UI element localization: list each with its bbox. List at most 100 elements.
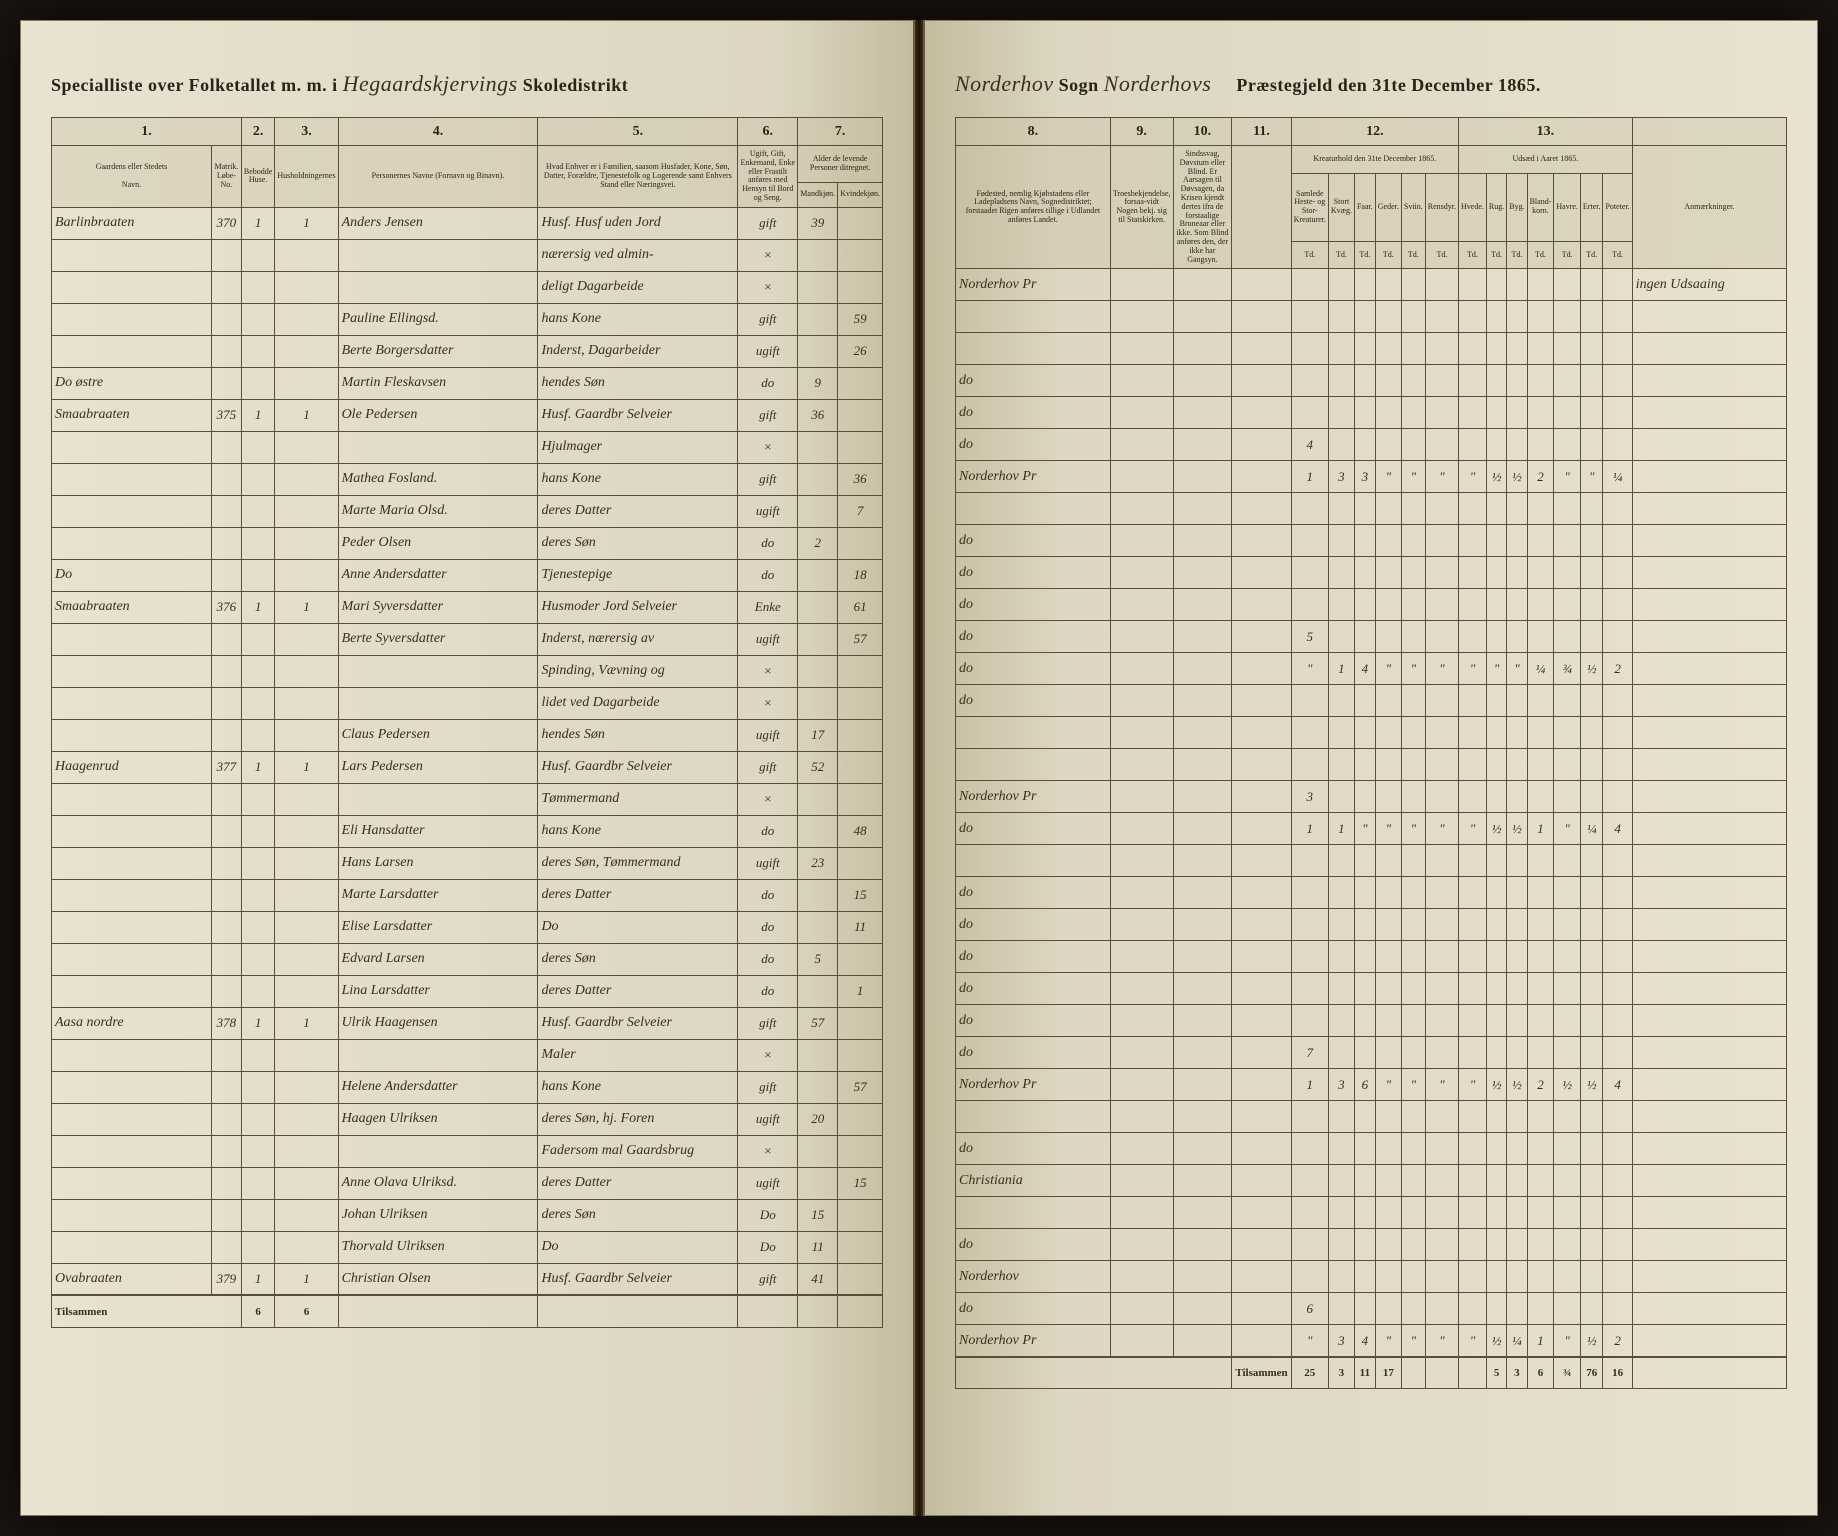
cell-kr	[1401, 749, 1425, 781]
cell-kr	[1291, 1197, 1328, 1229]
sub-alder-k: Kvindekjøn.	[838, 183, 883, 208]
cell-kr	[1328, 429, 1354, 461]
cell-sind	[1173, 269, 1232, 301]
cell-kr	[1328, 333, 1354, 365]
cell-kr	[1401, 845, 1425, 877]
cell-lobe: 370	[211, 207, 241, 239]
cell-fod: do	[956, 653, 1111, 685]
cell-stand: Husf. Gaardbr Selveier	[538, 1007, 738, 1039]
cell-ud	[1507, 1101, 1527, 1133]
cell-kr	[1354, 1005, 1375, 1037]
cell-kr	[1375, 621, 1401, 653]
header-hand-prest: Norderhovs	[1104, 71, 1212, 96]
col-2: 2.	[241, 118, 274, 146]
cell-navn	[52, 1135, 212, 1167]
cell-ud: "	[1459, 461, 1487, 493]
cell-pers: Mari Syversdatter	[338, 591, 538, 623]
cell-fod: do	[956, 525, 1111, 557]
cell-kr	[1425, 333, 1458, 365]
cell-kr	[1375, 973, 1401, 1005]
cell-navn: Barlinbraaten	[52, 207, 212, 239]
cell-ud	[1580, 269, 1603, 301]
cell-kr	[1328, 525, 1354, 557]
cell-ud	[1580, 1293, 1603, 1325]
cell-kr	[1291, 1229, 1328, 1261]
cell-ud	[1527, 269, 1554, 301]
cell-stand: Spinding, Vævning og	[538, 655, 738, 687]
cell-ud	[1527, 589, 1554, 621]
cell-ud	[1459, 333, 1487, 365]
cell-kr	[1328, 493, 1354, 525]
cell-kr	[1328, 1037, 1354, 1069]
cell-stand: hans Kone	[538, 463, 738, 495]
cell-hush	[275, 1071, 338, 1103]
cell-ud	[1486, 493, 1506, 525]
cell-anm	[1632, 749, 1786, 781]
cell-kr	[1375, 877, 1401, 909]
cell-kr: 3	[1328, 1069, 1354, 1101]
cell-fod: Norderhov Pr	[956, 781, 1111, 813]
col-7: 7.	[798, 118, 883, 146]
cell-ud: ½	[1580, 653, 1603, 685]
cell-sind	[1173, 397, 1232, 429]
cell-kr	[1425, 1101, 1458, 1133]
cell-stand: deres Søn	[538, 943, 738, 975]
cell-ud	[1603, 333, 1632, 365]
cell-gift: do	[738, 815, 798, 847]
cell-ud	[1459, 1261, 1487, 1293]
cell-m: 39	[798, 207, 838, 239]
cell-kr	[1328, 1165, 1354, 1197]
cell-hus	[241, 687, 274, 719]
cell-kr	[1354, 333, 1375, 365]
header-sogn: Sogn	[1059, 75, 1099, 95]
cell-sind	[1173, 1101, 1232, 1133]
cell-kr	[1375, 365, 1401, 397]
cell-pers: Elise Larsdatter	[338, 911, 538, 943]
cell-k	[838, 527, 883, 559]
cell-kr: 3	[1328, 1325, 1354, 1357]
cell-kr	[1425, 493, 1458, 525]
cell-hush: 1	[275, 1263, 338, 1295]
table-row: Norderhov Pr "34""""½¼1"½2	[956, 1325, 1787, 1357]
left-page: Specialliste over Folketallet m. m. i He…	[20, 20, 915, 1516]
cell-ud	[1554, 557, 1581, 589]
cell-pers	[338, 655, 538, 687]
cell-ud	[1527, 845, 1554, 877]
cell-hus: 1	[241, 1007, 274, 1039]
cell-sind	[1173, 301, 1232, 333]
cell-ud	[1527, 1165, 1554, 1197]
cell-hush	[275, 1199, 338, 1231]
cell-ud: ½	[1486, 1325, 1506, 1357]
cell-ud	[1580, 589, 1603, 621]
cell-blank	[1232, 429, 1291, 461]
cell-ud	[1459, 1005, 1487, 1037]
cell-kr	[1291, 1005, 1328, 1037]
cell-k	[838, 943, 883, 975]
cell-ud	[1459, 1133, 1487, 1165]
cell-ud	[1554, 301, 1581, 333]
cell-kr: "	[1401, 813, 1425, 845]
cell-kr	[1354, 1133, 1375, 1165]
sub-fod: Fødested, nemlig Kjøbstadens eller Ladep…	[956, 146, 1111, 269]
cell-ud: ½	[1486, 1069, 1506, 1101]
cell-kr	[1328, 1197, 1354, 1229]
col-11: 11.	[1232, 118, 1291, 146]
cell-lobe	[211, 879, 241, 911]
kr6: Rensdyr.	[1425, 173, 1458, 241]
cell-kr	[1425, 621, 1458, 653]
cell-blank	[1232, 589, 1291, 621]
cell-hus	[241, 879, 274, 911]
cell-ud	[1507, 717, 1527, 749]
cell-kr	[1401, 717, 1425, 749]
cell-navn: Ovabraaten	[52, 1263, 212, 1295]
cell-blank	[1232, 1325, 1291, 1357]
cell-lobe	[211, 559, 241, 591]
cell-gift: Do	[738, 1231, 798, 1263]
cell-pers: Lina Larsdatter	[338, 975, 538, 1007]
cell-ud	[1486, 589, 1506, 621]
cell-blank	[1232, 557, 1291, 589]
cell-pers: Haagen Ulriksen	[338, 1103, 538, 1135]
kr1: Samlede Heste- og Stor- Kreaturer.	[1291, 173, 1328, 241]
cell-m	[798, 303, 838, 335]
cell-sind	[1173, 685, 1232, 717]
